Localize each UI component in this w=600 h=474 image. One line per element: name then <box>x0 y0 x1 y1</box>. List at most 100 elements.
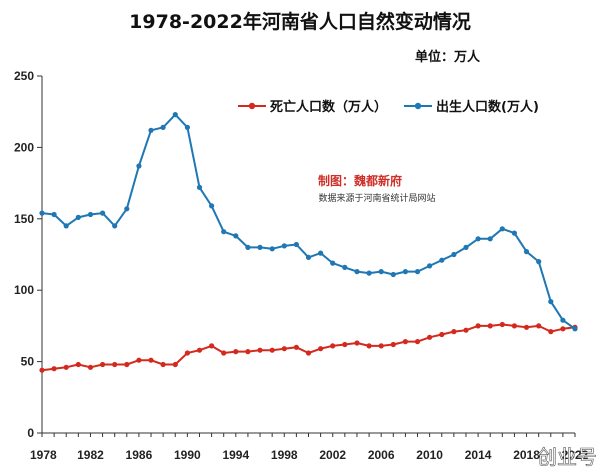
legend-item-deaths: 死亡人口数（万人） <box>238 99 387 115</box>
data-point-births <box>523 249 530 255</box>
axes <box>41 76 575 434</box>
data-point-deaths <box>257 347 263 353</box>
data-point-deaths <box>75 361 81 368</box>
data-point-deaths <box>184 350 190 356</box>
data-point-births <box>414 269 421 275</box>
data-point-deaths <box>463 327 469 333</box>
data-point-births <box>402 269 408 275</box>
data-point-births <box>427 263 433 269</box>
data-point-deaths <box>63 364 69 370</box>
data-point-births <box>511 230 517 236</box>
data-point-births <box>184 124 190 130</box>
series-deaths <box>39 321 578 373</box>
data-point-deaths <box>548 329 554 335</box>
x-tick-label: 2006 <box>368 448 395 462</box>
data-point-births <box>536 259 542 265</box>
x-tick-label: 2002 <box>319 448 346 462</box>
data-point-births <box>342 264 348 270</box>
legend-label-deaths: 死亡人口数（万人） <box>270 99 387 115</box>
data-point-births <box>221 229 227 235</box>
data-point-births <box>439 257 445 263</box>
data-point-deaths <box>100 361 106 368</box>
legend-marker-births <box>414 102 422 110</box>
series-line-deaths <box>41 323 576 372</box>
credit-annotation: 制图：魏都新府 <box>318 173 402 188</box>
data-point-births <box>51 211 57 218</box>
data-point-births <box>172 112 178 118</box>
data-point-deaths <box>281 346 287 352</box>
data-point-births <box>75 214 81 220</box>
data-point-births <box>100 210 106 216</box>
data-point-deaths <box>523 324 530 330</box>
data-point-deaths <box>318 346 324 352</box>
data-point-deaths <box>414 339 421 345</box>
data-point-births <box>245 244 251 250</box>
data-point-deaths <box>160 361 166 368</box>
data-point-births <box>63 223 69 229</box>
data-point-deaths <box>136 357 142 363</box>
y-tick-label: 250 <box>14 69 34 83</box>
data-point-deaths <box>209 343 215 349</box>
data-point-deaths <box>148 357 154 363</box>
data-point-births <box>560 317 566 323</box>
x-tick-label: 2018 <box>513 448 540 462</box>
legend-label-births: 出生人口数(万人) <box>436 99 539 115</box>
data-point-births <box>160 124 166 130</box>
data-point-deaths <box>305 350 312 356</box>
data-point-deaths <box>233 349 239 355</box>
data-point-births <box>475 236 481 242</box>
data-point-deaths <box>39 367 45 373</box>
data-point-deaths <box>390 341 396 348</box>
data-point-deaths <box>330 343 336 349</box>
data-point-births <box>257 244 263 250</box>
source-annotation: 数据来源于河南省统计局网站 <box>318 192 435 204</box>
x-tick-label: 2022 <box>562 448 589 462</box>
data-point-deaths <box>402 339 408 345</box>
data-point-deaths <box>221 350 227 356</box>
data-point-births <box>487 236 493 242</box>
data-point-births <box>87 211 94 218</box>
data-point-births <box>463 244 469 250</box>
chart-title: 1978-2022年河南省人口自然变动情况 <box>129 10 471 33</box>
data-point-deaths <box>475 323 481 329</box>
data-point-births <box>281 243 287 249</box>
data-point-births <box>209 203 215 209</box>
data-point-deaths <box>245 349 251 355</box>
data-point-births <box>196 184 203 190</box>
data-point-births <box>112 223 118 229</box>
data-point-deaths <box>124 361 130 368</box>
x-tick-label: 1986 <box>126 448 153 462</box>
series-layer <box>39 112 578 373</box>
data-point-births <box>305 254 312 260</box>
y-tick-label: 200 <box>14 140 34 154</box>
data-point-births <box>366 270 372 276</box>
x-tick-label: 2010 <box>416 448 443 462</box>
data-point-deaths <box>112 361 118 368</box>
y-tick-label: 0 <box>27 426 34 440</box>
data-point-births <box>233 233 239 239</box>
data-point-births <box>548 299 554 305</box>
y-axis-ticks: 0 50 100 150 200 250 <box>14 69 42 440</box>
data-point-deaths <box>354 340 360 346</box>
data-point-deaths <box>487 323 493 329</box>
data-point-births <box>451 251 457 258</box>
data-point-births <box>499 226 505 232</box>
data-point-births <box>572 326 578 332</box>
unit-label: 单位：万人 <box>415 49 481 65</box>
data-point-births <box>330 260 336 266</box>
data-point-deaths <box>87 364 94 370</box>
x-axis-ticks: 1978 1982 1986 1990 1994 1998 2002 2006 2010 2014… <box>30 433 589 462</box>
x-tick-label: 1990 <box>174 448 201 462</box>
data-point-deaths <box>499 321 505 328</box>
data-point-births <box>318 250 324 256</box>
data-point-deaths <box>366 343 372 349</box>
data-point-deaths <box>342 341 348 348</box>
x-tick-label: 2014 <box>465 448 492 462</box>
data-point-deaths <box>536 323 542 329</box>
x-tick-label: 1994 <box>222 448 249 462</box>
data-point-births <box>39 210 45 216</box>
data-point-deaths <box>451 329 457 335</box>
data-point-births <box>136 163 142 169</box>
data-point-births <box>378 269 384 275</box>
watermark: 创业号 <box>537 445 597 469</box>
